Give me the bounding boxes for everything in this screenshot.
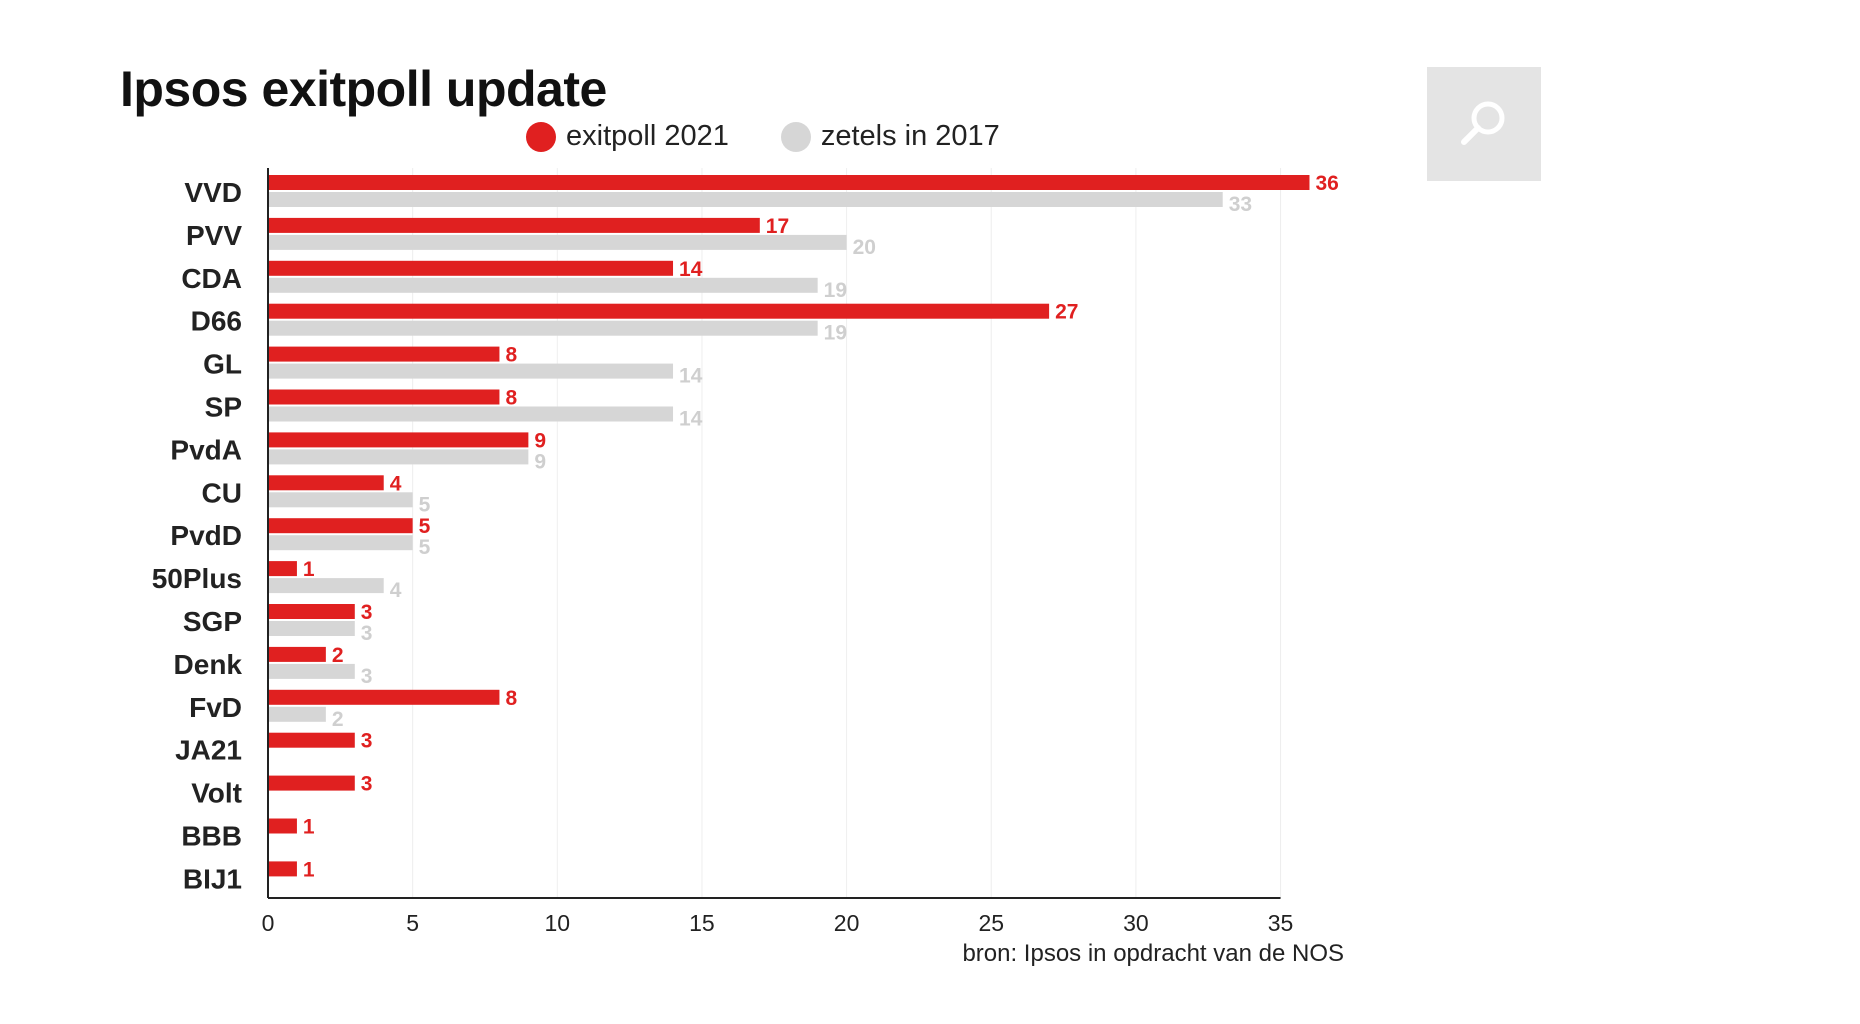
- bar-exitpoll-2021: [269, 175, 1310, 190]
- bar-exitpoll-2021: [269, 775, 355, 791]
- bar-zetels-2017: [269, 406, 674, 422]
- data-label-exitpoll-2021: 17: [766, 215, 789, 238]
- bar-exitpoll-2021: [269, 561, 297, 577]
- bar-zetels-2017: [269, 706, 326, 722]
- category-label: FvD: [189, 692, 242, 723]
- bar-exitpoll-2021: [269, 646, 326, 662]
- legend-swatch-2021: [526, 121, 556, 152]
- data-label-exitpoll-2021: 1: [303, 558, 315, 581]
- bar-exitpoll-2021: [269, 518, 413, 534]
- data-label-exitpoll-2021: 14: [679, 258, 703, 281]
- chart-title: Ipsos exitpoll update: [120, 61, 607, 117]
- bar-exitpoll-2021: [269, 689, 500, 705]
- x-tick-label: 25: [978, 910, 1004, 936]
- bar-zetels-2017: [269, 621, 355, 636]
- category-label: D66: [191, 306, 242, 337]
- data-label-zetels-2017: 14: [679, 365, 703, 388]
- category-label: Denk: [174, 649, 243, 680]
- legend-item-2021: exitpoll 2021: [526, 120, 729, 153]
- data-label-zetels-2017: 19: [824, 279, 847, 302]
- bar-exitpoll-2021: [269, 389, 500, 405]
- data-label-zetels-2017: 9: [534, 450, 546, 473]
- x-tick-label: 20: [834, 910, 860, 936]
- category-label: BIJ1: [183, 863, 242, 894]
- legend-label-2021: exitpoll 2021: [566, 120, 729, 152]
- x-tick-label: 30: [1123, 910, 1149, 936]
- data-label-exitpoll-2021: 9: [534, 429, 546, 452]
- data-label-zetels-2017: 5: [419, 493, 431, 516]
- x-tick-label: 10: [545, 910, 571, 936]
- data-label-zetels-2017: 14: [679, 408, 703, 431]
- x-tick-label: 5: [406, 910, 419, 936]
- magnifier-icon: [1461, 101, 1505, 145]
- bar-zetels-2017: [269, 363, 674, 379]
- bar-exitpoll-2021: [269, 604, 355, 619]
- bar-exitpoll-2021: [269, 818, 297, 834]
- bar-zetels-2017: [269, 277, 818, 293]
- data-label-zetels-2017: 4: [390, 579, 402, 602]
- category-label: PvdD: [170, 520, 242, 551]
- data-label-zetels-2017: 20: [853, 236, 876, 259]
- source-note: bron: Ipsos in opdracht van de NOS: [962, 940, 1344, 967]
- data-label-exitpoll-2021: 8: [505, 687, 517, 710]
- category-label: CDA: [181, 263, 242, 294]
- bar-zetels-2017: [269, 320, 818, 336]
- category-label: VVD: [184, 177, 242, 208]
- bar-zetels-2017: [269, 663, 355, 679]
- bar-zetels-2017: [269, 578, 384, 594]
- x-tick-label: 35: [1268, 910, 1294, 936]
- data-label-exitpoll-2021: 3: [361, 601, 373, 624]
- category-label: SGP: [183, 606, 242, 637]
- chart-legend: exitpoll 2021 zetels in 2017: [526, 120, 1052, 153]
- bar-exitpoll-2021: [269, 217, 760, 233]
- data-label-zetels-2017: 5: [419, 536, 431, 559]
- data-label-exitpoll-2021: 5: [419, 515, 431, 538]
- data-label-exitpoll-2021: 3: [361, 730, 373, 753]
- data-label-zetels-2017: 19: [824, 322, 847, 345]
- legend-swatch-2017: [780, 121, 811, 152]
- bar-zetels-2017: [269, 535, 413, 551]
- category-label: GL: [203, 349, 242, 380]
- bar-zetels-2017: [269, 234, 847, 250]
- bar-exitpoll-2021: [269, 475, 384, 491]
- legend-item-2017: zetels in 2017: [780, 120, 1000, 153]
- data-label-zetels-2017: 33: [1229, 193, 1252, 216]
- data-label-exitpoll-2021: 4: [390, 472, 402, 495]
- data-label-exitpoll-2021: 1: [303, 858, 315, 881]
- x-tick-label: 0: [262, 910, 275, 936]
- legend-label-2017: zetels in 2017: [820, 120, 1000, 152]
- bar-zetels-2017: [269, 449, 529, 465]
- category-label: CU: [202, 477, 242, 508]
- data-label-exitpoll-2021: 3: [361, 773, 373, 796]
- category-label: Volt: [191, 778, 242, 809]
- data-label-exitpoll-2021: 2: [332, 644, 344, 667]
- bar-exitpoll-2021: [269, 346, 500, 362]
- x-tick-label: 15: [689, 910, 715, 936]
- bar-zetels-2017: [269, 492, 413, 508]
- category-label: SP: [205, 392, 242, 423]
- category-label: BBB: [181, 821, 242, 852]
- bar-zetels-2017: [269, 192, 1223, 207]
- data-label-exitpoll-2021: 8: [505, 344, 517, 367]
- bar-exitpoll-2021: [269, 861, 297, 877]
- category-label: PVV: [186, 220, 242, 251]
- bar-exitpoll-2021: [269, 260, 674, 276]
- bar-exitpoll-2021: [269, 303, 1050, 319]
- data-label-exitpoll-2021: 36: [1315, 172, 1338, 195]
- bar-exitpoll-2021: [269, 732, 355, 748]
- data-label-zetels-2017: 3: [361, 665, 373, 688]
- category-label: PvdA: [170, 434, 242, 465]
- data-label-zetels-2017: 3: [361, 622, 373, 645]
- bar-exitpoll-2021: [269, 432, 529, 448]
- data-label-exitpoll-2021: 8: [505, 387, 517, 410]
- category-label: JA21: [175, 735, 242, 766]
- data-label-exitpoll-2021: 27: [1055, 301, 1078, 324]
- category-label: 50Plus: [152, 563, 242, 594]
- data-label-zetels-2017: 2: [332, 708, 344, 731]
- search-button[interactable]: [1427, 67, 1541, 181]
- data-label-exitpoll-2021: 1: [303, 816, 315, 839]
